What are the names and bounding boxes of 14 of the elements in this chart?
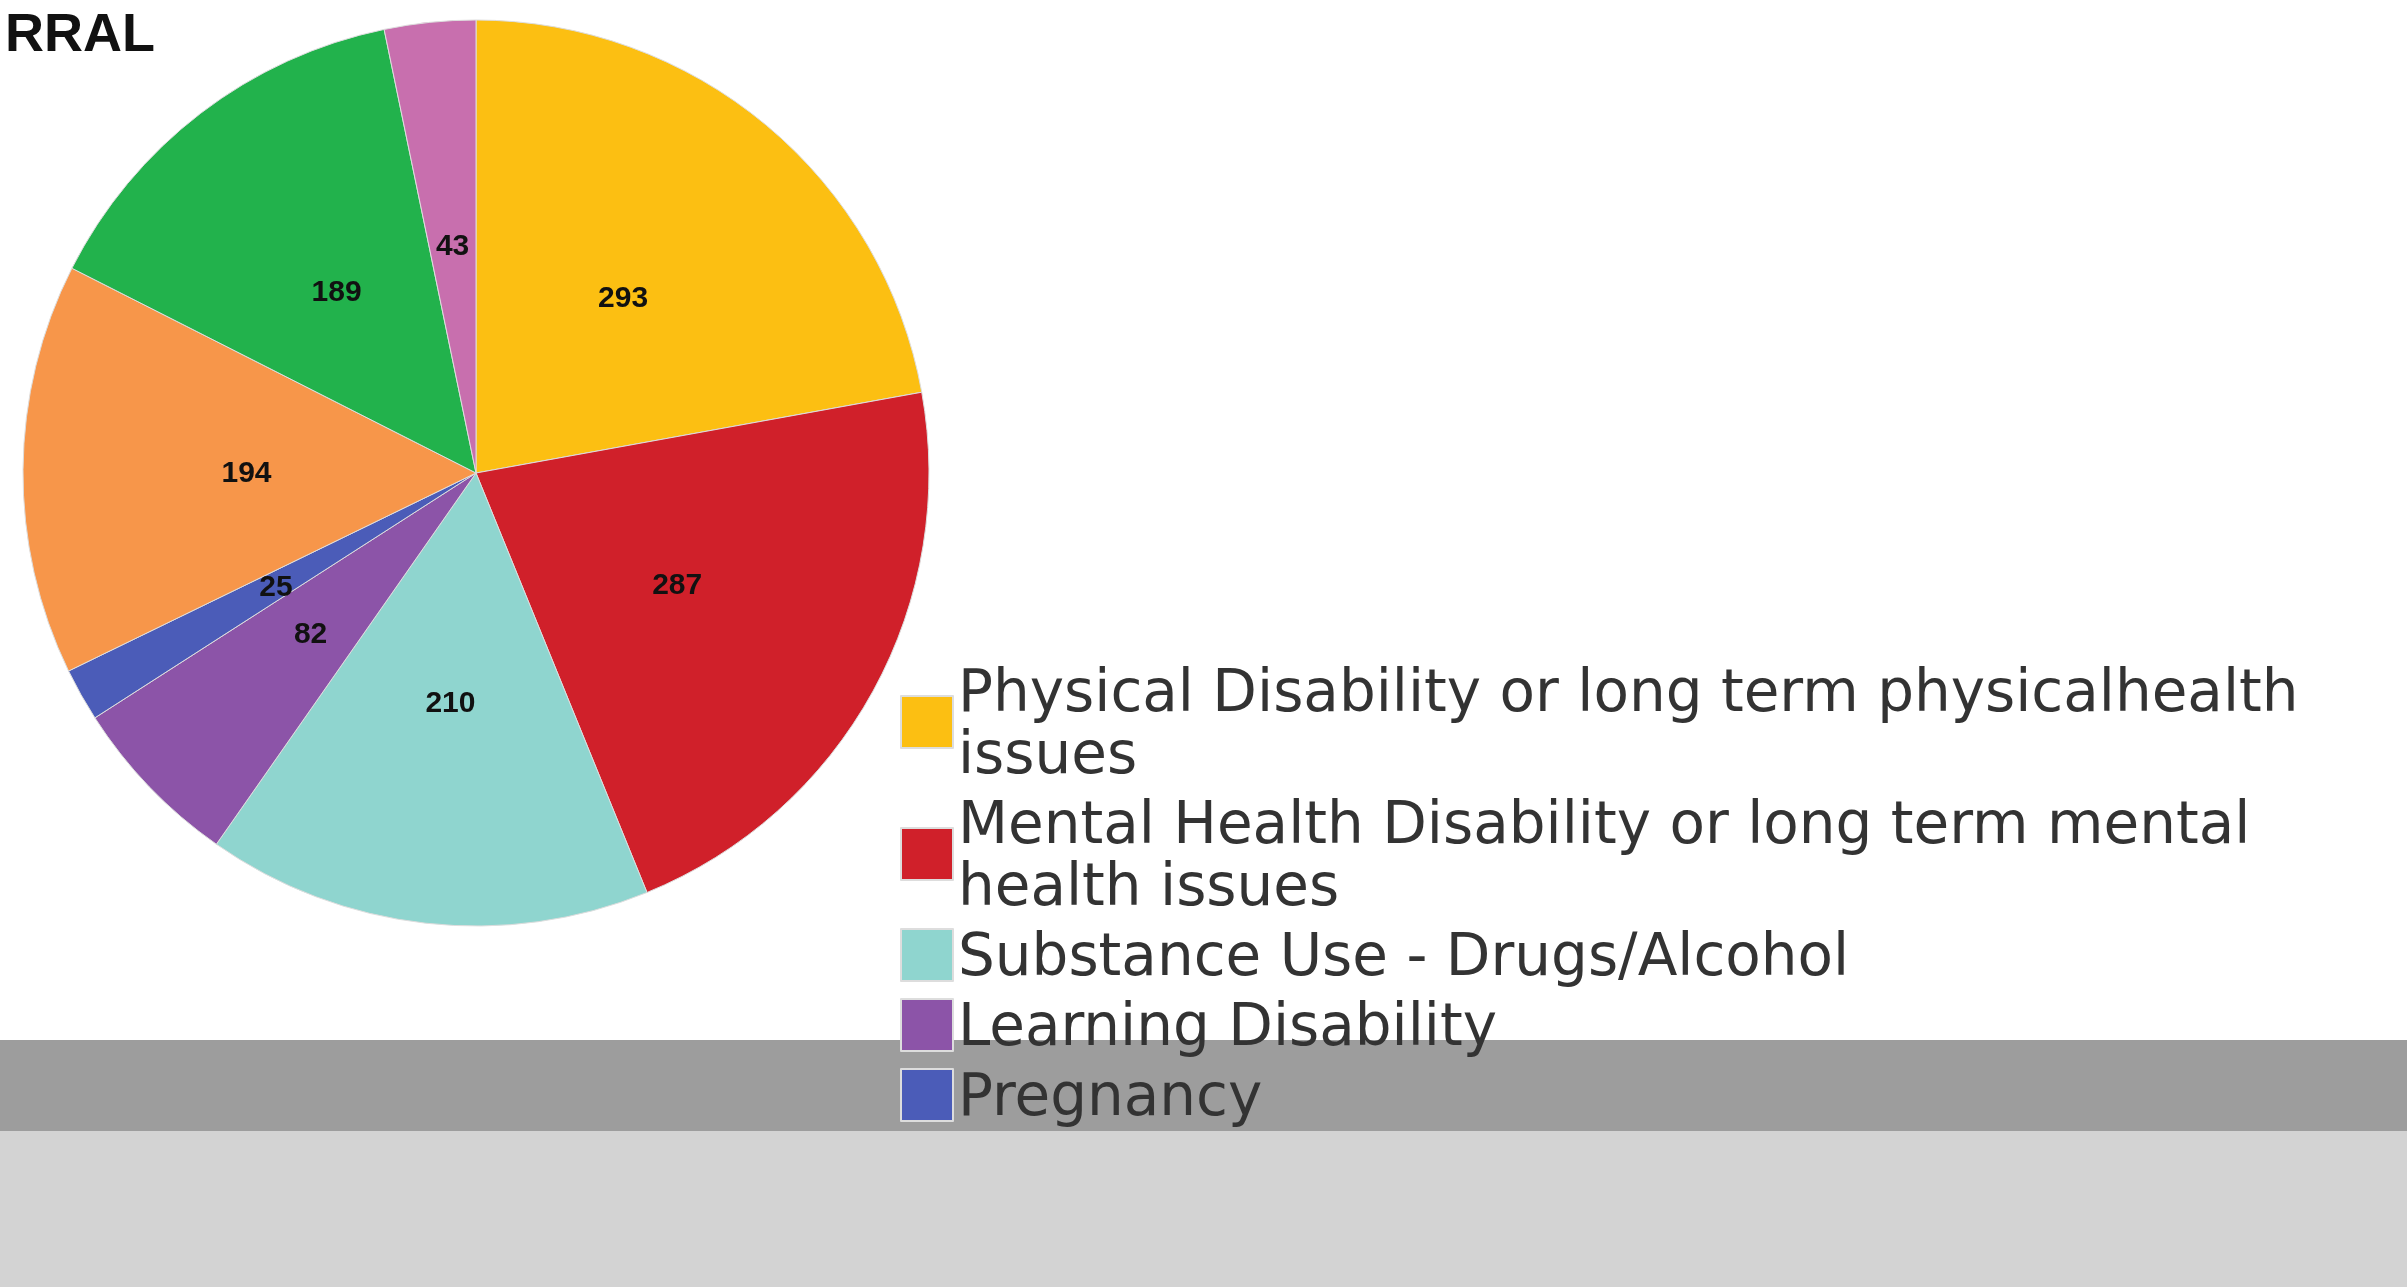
data-label: 293 xyxy=(598,280,649,314)
data-label: 287 xyxy=(652,566,703,600)
legend-label: Substance Use - Drugs/Alcohol xyxy=(958,921,1850,989)
data-label: 82 xyxy=(293,615,328,649)
data-label: 210 xyxy=(425,684,476,718)
data-label: 43 xyxy=(435,228,470,262)
legend-label: Learning Disability xyxy=(958,991,1497,1059)
data-label: 25 xyxy=(259,568,293,602)
data-label: 189 xyxy=(311,274,362,308)
chart-title: RRAL xyxy=(5,2,155,62)
legend-label: Mental Health Disability or long term mental health issues xyxy=(958,789,2269,919)
legend-label: Pregnancy xyxy=(958,1061,1263,1129)
data-label: 194 xyxy=(221,454,272,488)
legend-label: Physical Disability or long term physicalhealth issues xyxy=(958,657,2317,787)
